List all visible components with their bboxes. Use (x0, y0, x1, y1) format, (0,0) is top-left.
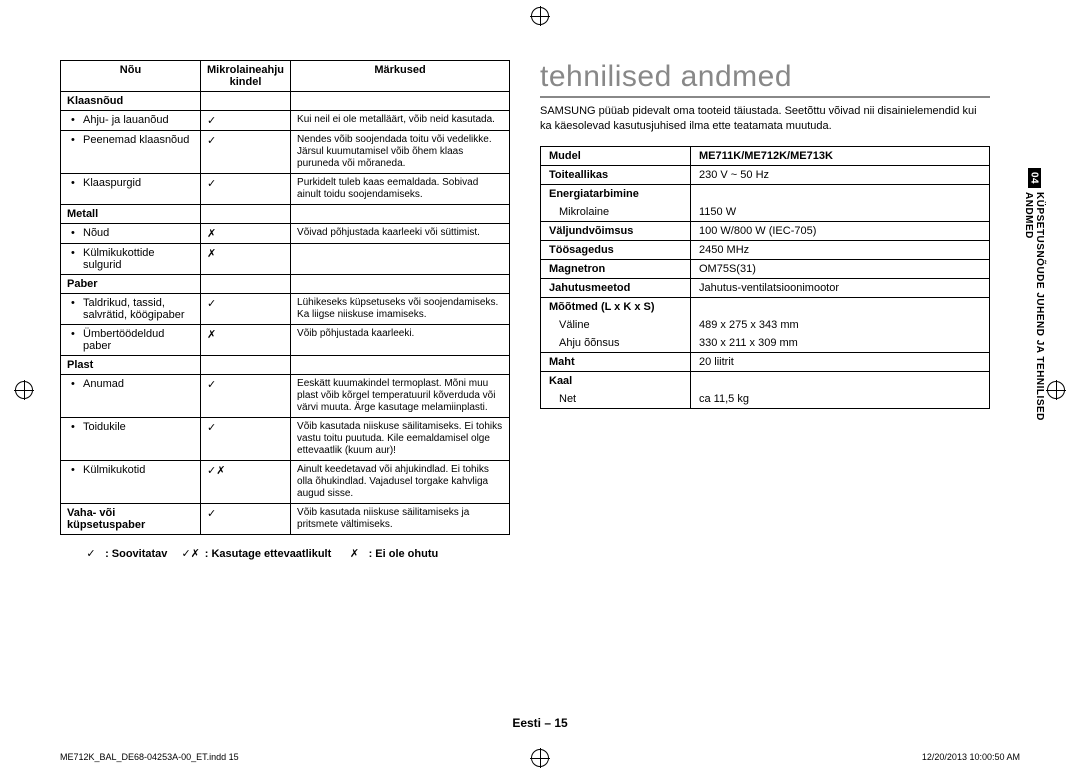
spec-header-row: MudelME711K/ME712K/ME713K (541, 146, 990, 165)
table-row: Ahju- ja lauanõud✓Kui neil ei ole metall… (61, 111, 510, 131)
footer-imprint: ME712K_BAL_DE68-04253A-00_ET.indd 15 (60, 752, 239, 762)
spec-row: JahutusmeetodJahutus-ventilatsioonimooto… (541, 278, 990, 297)
spec-row: Energiatarbimine (541, 184, 990, 203)
th-mark: Mikrolaineahju kindel (201, 61, 291, 92)
spec-table: MudelME711K/ME712K/ME713KToiteallikas230… (540, 146, 990, 409)
section-tab: 04 KÜPSETUSNÕUDE JUHEND JA TEHNILISED AN… (1026, 168, 1042, 448)
th-nou: Nõu (61, 61, 201, 92)
table-category-row: Plast (61, 356, 510, 375)
legend-care: : Kasutage ettevaatlikult (205, 548, 332, 560)
section-tab-number: 04 (1028, 168, 1041, 188)
spec-row: Toiteallikas230 V ~ 50 Hz (541, 165, 990, 184)
spec-row: Töösagedus2450 MHz (541, 240, 990, 259)
spec-row: Maht20 liitrit (541, 352, 990, 371)
spec-subrow: Mikrolaine1150 W (541, 203, 990, 222)
section-heading: tehnilised andmed (540, 60, 990, 98)
spec-subrow: Väline489 x 275 x 343 mm (541, 316, 990, 334)
spec-row: Mõõtmed (L x K x S) (541, 297, 990, 316)
table-row: Toidukile✓Võib kasutada niiskuse säilita… (61, 418, 510, 461)
spec-subrow: Netca 11,5 kg (541, 390, 990, 409)
legend-rec-sym (80, 547, 102, 560)
spec-row: MagnetronOM75S(31) (541, 259, 990, 278)
cookware-table: Nõu Mikrolaineahju kindel Märkused Klaas… (60, 60, 510, 535)
legend-unsafe: : Ei ole ohutu (369, 548, 439, 560)
table-row: Peenemad klaasnõud✓Nendes võib soojendad… (61, 131, 510, 174)
table-row: Ümbertöödeldud paber✗Võib põhjustada kaa… (61, 325, 510, 356)
table-row: Nõud✗Võivad põhjustada kaarleeki või süt… (61, 224, 510, 244)
footer-page: Eesti – 15 (0, 716, 1080, 730)
spec-row: Väljundvõimsus100 W/800 W (IEC-705) (541, 221, 990, 240)
footer-timestamp: 12/20/2013 10:00:50 AM (922, 752, 1020, 762)
table-category-row: Vaha- või küpsetuspaber✓Võib kasutada ni… (61, 504, 510, 535)
spec-row: Kaal (541, 371, 990, 390)
table-row: Klaaspurgid✓Purkidelt tuleb kaas eemalda… (61, 174, 510, 205)
legend-care-sym (180, 547, 202, 560)
legend-unsafe-sym (344, 547, 366, 560)
table-category-row: Metall (61, 205, 510, 224)
table-row: Külmikukottide sulgurid✗ (61, 244, 510, 275)
table-row: Anumad✓Eeskätt kuumakindel termoplast. M… (61, 375, 510, 418)
section-tab-text: KÜPSETUSNÕUDE JUHEND JA TEHNILISED ANDME… (1022, 188, 1046, 448)
th-note: Märkused (291, 61, 510, 92)
crop-mark-bottom (530, 748, 550, 768)
legend: : Soovitatav : Kasutage ettevaatlikult :… (60, 547, 510, 560)
table-row: Taldrikud, tassid, salvrätid, köögipaber… (61, 294, 510, 325)
intro-paragraph: SAMSUNG püüab pidevalt oma tooteid täius… (540, 104, 990, 134)
table-category-row: Paber (61, 275, 510, 294)
table-category-row: Klaasnõud (61, 92, 510, 111)
spec-subrow: Ahju õõnsus330 x 211 x 309 mm (541, 334, 990, 353)
table-row: Külmikukotid✓✗Ainult keedetavad või ahju… (61, 461, 510, 504)
legend-rec: : Soovitatav (105, 548, 167, 560)
